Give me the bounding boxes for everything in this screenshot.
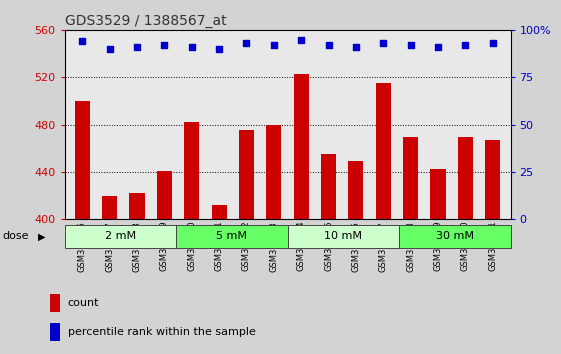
Bar: [176, 225, 288, 248]
Bar: [50, 323, 60, 341]
Bar: [157, 171, 172, 354]
Bar: [75, 101, 90, 354]
Point: [78, 39, 87, 44]
Point: [379, 40, 388, 46]
Bar: [293, 74, 309, 354]
Bar: [184, 122, 199, 354]
Text: count: count: [68, 298, 99, 308]
Point: [434, 44, 443, 50]
Bar: [130, 193, 145, 354]
Bar: [458, 137, 473, 354]
Bar: [403, 137, 418, 354]
Text: dose: dose: [3, 232, 29, 241]
Bar: [211, 205, 227, 354]
Point: [488, 40, 497, 46]
Text: GDS3529 / 1388567_at: GDS3529 / 1388567_at: [65, 14, 226, 28]
Text: 5 mM: 5 mM: [216, 231, 247, 241]
Bar: [376, 83, 391, 354]
Bar: [50, 295, 60, 312]
Bar: [399, 225, 511, 248]
Point: [187, 44, 196, 50]
Text: 10 mM: 10 mM: [324, 231, 362, 241]
Point: [461, 42, 470, 48]
Point: [406, 42, 415, 48]
Bar: [65, 225, 176, 248]
Text: percentile rank within the sample: percentile rank within the sample: [68, 327, 256, 337]
Bar: [102, 196, 117, 354]
Bar: [348, 161, 364, 354]
Text: 2 mM: 2 mM: [105, 231, 136, 241]
Point: [269, 42, 278, 48]
Point: [132, 44, 141, 50]
Bar: [287, 225, 399, 248]
Text: ▶: ▶: [38, 232, 45, 241]
Point: [324, 42, 333, 48]
Bar: [485, 140, 500, 354]
Bar: [430, 169, 445, 354]
Point: [160, 42, 169, 48]
Text: 30 mM: 30 mM: [436, 231, 473, 241]
Point: [242, 40, 251, 46]
Bar: [266, 125, 282, 354]
Point: [105, 46, 114, 52]
Point: [297, 37, 306, 42]
Point: [215, 46, 224, 52]
Bar: [239, 130, 254, 354]
Bar: [321, 154, 336, 354]
Point: [351, 44, 360, 50]
